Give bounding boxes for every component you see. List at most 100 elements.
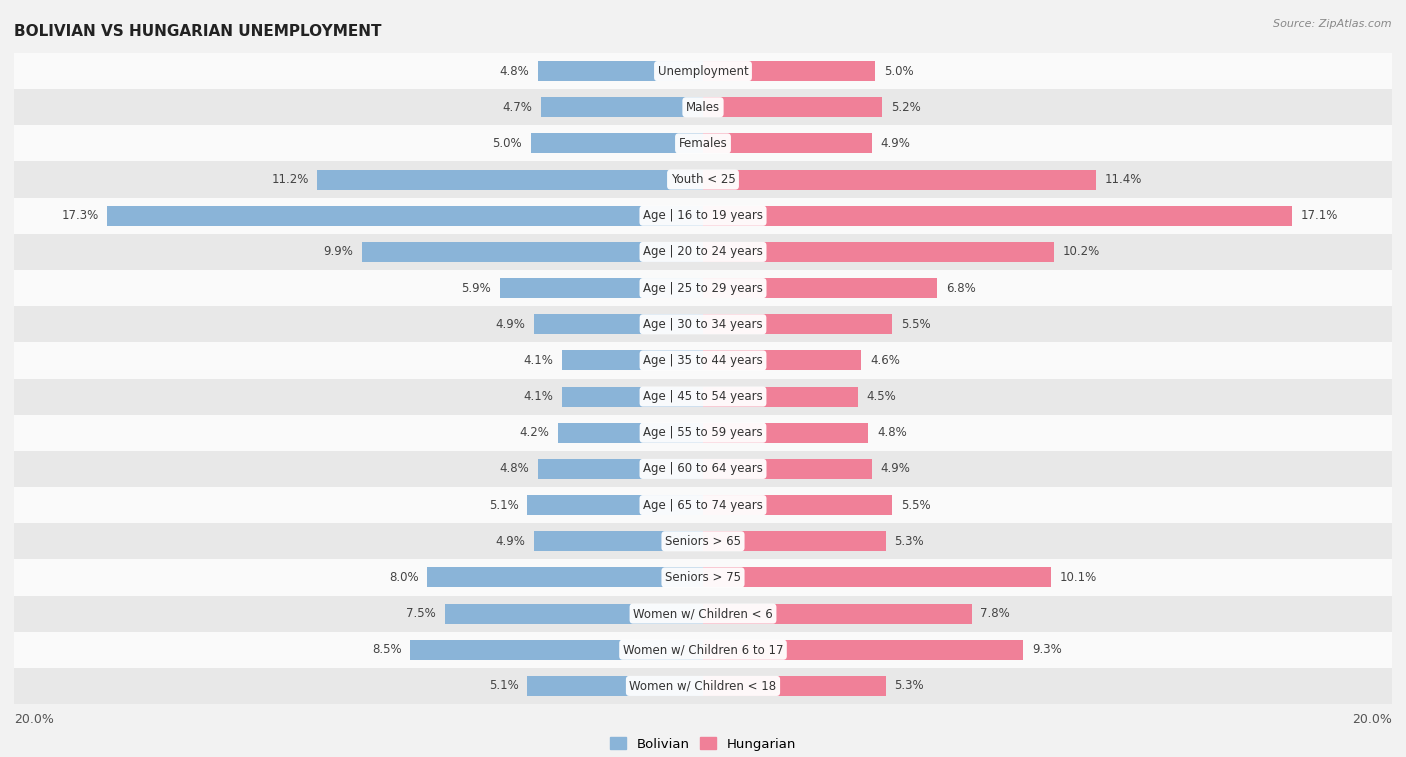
Text: Seniors > 75: Seniors > 75 bbox=[665, 571, 741, 584]
Bar bbox=[14, 451, 1392, 487]
Text: 4.2%: 4.2% bbox=[520, 426, 550, 439]
Bar bbox=[411, 640, 703, 659]
Text: Age | 65 to 74 years: Age | 65 to 74 years bbox=[643, 499, 763, 512]
Bar bbox=[14, 234, 1392, 270]
Bar bbox=[703, 314, 893, 334]
Text: BOLIVIAN VS HUNGARIAN UNEMPLOYMENT: BOLIVIAN VS HUNGARIAN UNEMPLOYMENT bbox=[14, 24, 381, 39]
Bar bbox=[14, 342, 1392, 378]
Bar bbox=[703, 206, 1292, 226]
Text: 4.9%: 4.9% bbox=[880, 137, 910, 150]
Text: Age | 30 to 34 years: Age | 30 to 34 years bbox=[643, 318, 763, 331]
Text: Age | 55 to 59 years: Age | 55 to 59 years bbox=[643, 426, 763, 439]
Text: Age | 20 to 24 years: Age | 20 to 24 years bbox=[643, 245, 763, 258]
Text: 4.9%: 4.9% bbox=[496, 318, 526, 331]
Text: 4.6%: 4.6% bbox=[870, 354, 900, 367]
Bar bbox=[703, 387, 858, 407]
Text: Source: ZipAtlas.com: Source: ZipAtlas.com bbox=[1274, 19, 1392, 29]
Text: Youth < 25: Youth < 25 bbox=[671, 173, 735, 186]
Bar bbox=[527, 495, 703, 515]
Bar bbox=[534, 314, 703, 334]
Text: 7.5%: 7.5% bbox=[406, 607, 436, 620]
Text: 6.8%: 6.8% bbox=[946, 282, 976, 294]
Bar bbox=[703, 61, 875, 81]
Bar bbox=[703, 242, 1054, 262]
Text: 20.0%: 20.0% bbox=[1353, 713, 1392, 726]
Bar bbox=[703, 676, 886, 696]
Text: 11.4%: 11.4% bbox=[1104, 173, 1142, 186]
Bar bbox=[107, 206, 703, 226]
Bar bbox=[14, 378, 1392, 415]
Text: 9.3%: 9.3% bbox=[1032, 643, 1062, 656]
Text: 4.9%: 4.9% bbox=[496, 534, 526, 548]
Bar bbox=[537, 61, 703, 81]
Text: 5.0%: 5.0% bbox=[492, 137, 522, 150]
Text: 10.1%: 10.1% bbox=[1060, 571, 1097, 584]
Legend: Bolivian, Hungarian: Bolivian, Hungarian bbox=[605, 732, 801, 756]
Bar bbox=[14, 596, 1392, 631]
Bar bbox=[541, 98, 703, 117]
Bar bbox=[703, 640, 1024, 659]
Text: Seniors > 65: Seniors > 65 bbox=[665, 534, 741, 548]
Text: 5.0%: 5.0% bbox=[884, 64, 914, 77]
Bar bbox=[14, 487, 1392, 523]
Text: 5.2%: 5.2% bbox=[891, 101, 921, 114]
Bar bbox=[537, 459, 703, 479]
Bar bbox=[14, 415, 1392, 451]
Text: 4.8%: 4.8% bbox=[499, 463, 529, 475]
Text: Women w/ Children < 18: Women w/ Children < 18 bbox=[630, 680, 776, 693]
Bar bbox=[14, 631, 1392, 668]
Bar bbox=[703, 459, 872, 479]
Text: Females: Females bbox=[679, 137, 727, 150]
Text: 5.3%: 5.3% bbox=[894, 680, 924, 693]
Bar bbox=[14, 559, 1392, 596]
Bar bbox=[14, 161, 1392, 198]
Bar bbox=[703, 531, 886, 551]
Text: Women w/ Children 6 to 17: Women w/ Children 6 to 17 bbox=[623, 643, 783, 656]
Text: 4.1%: 4.1% bbox=[523, 390, 553, 403]
Text: 5.9%: 5.9% bbox=[461, 282, 491, 294]
Bar bbox=[14, 270, 1392, 306]
Bar bbox=[427, 568, 703, 587]
Text: Age | 16 to 19 years: Age | 16 to 19 years bbox=[643, 209, 763, 223]
Bar bbox=[562, 350, 703, 370]
Text: Age | 25 to 29 years: Age | 25 to 29 years bbox=[643, 282, 763, 294]
Text: 10.2%: 10.2% bbox=[1063, 245, 1101, 258]
Bar bbox=[562, 387, 703, 407]
Text: 4.7%: 4.7% bbox=[502, 101, 533, 114]
Bar bbox=[703, 603, 972, 624]
Text: 4.8%: 4.8% bbox=[499, 64, 529, 77]
Bar bbox=[14, 53, 1392, 89]
Text: Age | 45 to 54 years: Age | 45 to 54 years bbox=[643, 390, 763, 403]
Bar bbox=[558, 423, 703, 443]
Bar bbox=[531, 133, 703, 154]
Bar bbox=[534, 531, 703, 551]
Bar bbox=[318, 170, 703, 189]
Bar bbox=[703, 423, 869, 443]
Text: 5.5%: 5.5% bbox=[901, 318, 931, 331]
Text: 17.1%: 17.1% bbox=[1301, 209, 1339, 223]
Bar bbox=[14, 523, 1392, 559]
Text: 7.8%: 7.8% bbox=[980, 607, 1010, 620]
Bar bbox=[703, 170, 1095, 189]
Text: Males: Males bbox=[686, 101, 720, 114]
Bar bbox=[499, 278, 703, 298]
Text: 5.1%: 5.1% bbox=[489, 499, 519, 512]
Text: 9.9%: 9.9% bbox=[323, 245, 353, 258]
Bar bbox=[703, 98, 882, 117]
Bar bbox=[703, 350, 862, 370]
Text: 17.3%: 17.3% bbox=[62, 209, 98, 223]
Bar bbox=[703, 495, 893, 515]
Text: 4.9%: 4.9% bbox=[880, 463, 910, 475]
Text: 5.3%: 5.3% bbox=[894, 534, 924, 548]
Text: 4.1%: 4.1% bbox=[523, 354, 553, 367]
Bar bbox=[14, 198, 1392, 234]
Text: Women w/ Children < 6: Women w/ Children < 6 bbox=[633, 607, 773, 620]
Text: 4.8%: 4.8% bbox=[877, 426, 907, 439]
Text: 4.5%: 4.5% bbox=[866, 390, 897, 403]
Text: Unemployment: Unemployment bbox=[658, 64, 748, 77]
Text: Age | 35 to 44 years: Age | 35 to 44 years bbox=[643, 354, 763, 367]
Bar bbox=[14, 126, 1392, 161]
Bar bbox=[361, 242, 703, 262]
Bar bbox=[703, 133, 872, 154]
Bar bbox=[527, 676, 703, 696]
